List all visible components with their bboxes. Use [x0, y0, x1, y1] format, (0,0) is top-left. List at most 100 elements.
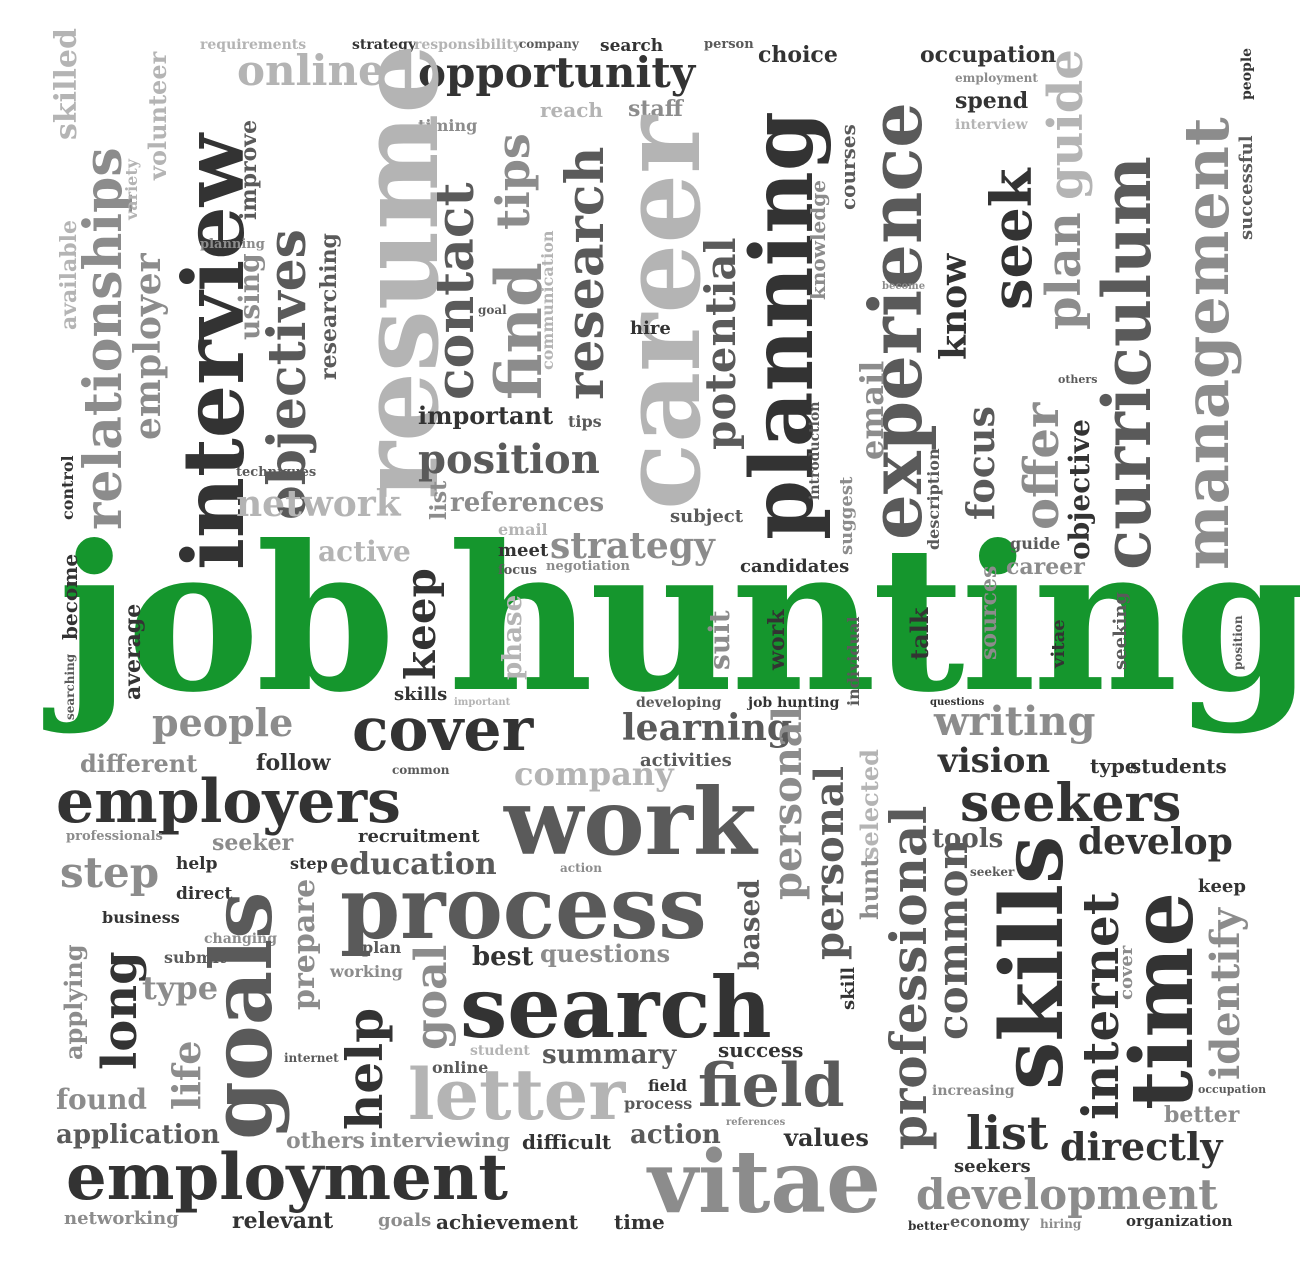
word: skill [838, 966, 859, 1010]
word: opportunity [418, 48, 696, 97]
word: keep [1198, 876, 1246, 897]
word: hire [630, 318, 671, 339]
word: people [152, 700, 294, 745]
word: action [560, 861, 602, 875]
word: employers [56, 767, 401, 837]
word: description [924, 448, 943, 550]
word: changing [204, 931, 278, 947]
word: successful [1236, 135, 1257, 240]
word: field [698, 1051, 845, 1121]
word: position [1231, 615, 1245, 670]
word: seekers [954, 1156, 1031, 1177]
word: negotiation [546, 559, 630, 574]
word: success [718, 1038, 804, 1062]
word: goals [378, 1210, 432, 1231]
word: personal [806, 766, 853, 960]
word: candidates [740, 556, 850, 577]
word: career [1006, 554, 1085, 580]
word: staff [628, 96, 683, 122]
word: planning [200, 237, 265, 252]
word: active [318, 535, 411, 568]
word: employment [66, 1140, 508, 1215]
word: questions [540, 939, 671, 968]
word: organization [1126, 1212, 1233, 1230]
word: common [392, 763, 450, 777]
word: sources [976, 565, 1002, 660]
word: techniques [236, 465, 317, 480]
word: control [58, 455, 77, 520]
word: seeking [1110, 591, 1131, 670]
word: tips [568, 412, 602, 431]
word: best [472, 942, 534, 972]
word: vitae [648, 1132, 881, 1233]
word: introduction [807, 401, 823, 500]
word: summary [542, 1040, 677, 1070]
word: economy [950, 1212, 1030, 1231]
word: goals [192, 891, 291, 1140]
word: directly [1060, 1124, 1223, 1169]
word: values [784, 1123, 869, 1152]
word: occupation [1198, 1083, 1267, 1096]
word: submit [164, 948, 227, 967]
word: employer [127, 253, 169, 440]
word: based [733, 879, 766, 970]
word: student [470, 1043, 530, 1059]
word: plan [362, 938, 402, 957]
word: occupation [920, 42, 1057, 68]
word: skills [394, 684, 448, 705]
word: suit [703, 610, 736, 670]
word: type [142, 969, 219, 1007]
word: reach [540, 98, 603, 122]
word: common [928, 838, 977, 1040]
word: search [600, 36, 664, 56]
word: spend [955, 88, 1029, 114]
word: action [630, 1120, 721, 1150]
word: business [102, 908, 180, 927]
word: achievement [436, 1210, 579, 1234]
word: search [460, 958, 772, 1057]
word: difficult [522, 1130, 612, 1154]
word: recruitment [358, 826, 480, 847]
word: interview [955, 117, 1028, 133]
word: focus [958, 406, 1003, 520]
word: people [1239, 47, 1255, 100]
word: cover [1116, 945, 1137, 1000]
word: follow [256, 750, 331, 776]
word: vision [938, 741, 1051, 781]
word: online [432, 1058, 489, 1077]
word: direct [176, 884, 233, 904]
word: students [1130, 754, 1227, 778]
word: skills [982, 835, 1083, 1090]
word: important [454, 697, 511, 708]
headline-job: job [58, 502, 396, 737]
headline-hunting: hunting [448, 502, 1300, 737]
word: curriculum [1088, 156, 1166, 570]
word: tips [486, 133, 540, 230]
word: goal [406, 944, 457, 1050]
word: hiring [1040, 1217, 1082, 1231]
word: applying [59, 944, 88, 1060]
word: communication [538, 230, 557, 371]
word: process [624, 1094, 693, 1113]
word: activities [640, 750, 732, 771]
word: responsibility [414, 37, 522, 53]
word: time [1112, 891, 1213, 1110]
word: choice [758, 42, 838, 68]
word: others [286, 1128, 365, 1154]
word: variety [122, 158, 141, 220]
word: increasing [932, 1083, 1015, 1099]
word: network [236, 483, 401, 525]
word: guide [1038, 49, 1094, 200]
word: goal [478, 303, 507, 317]
word: relevant [232, 1208, 334, 1234]
word: education [330, 847, 497, 882]
word: employment [955, 71, 1038, 85]
word: suggest [836, 476, 857, 555]
word: talk [905, 607, 934, 660]
word: different [80, 749, 198, 778]
word: life [164, 1040, 209, 1110]
word: work [764, 609, 790, 670]
word: online [237, 46, 385, 95]
word: field [648, 1076, 688, 1095]
word: application [56, 1120, 220, 1150]
